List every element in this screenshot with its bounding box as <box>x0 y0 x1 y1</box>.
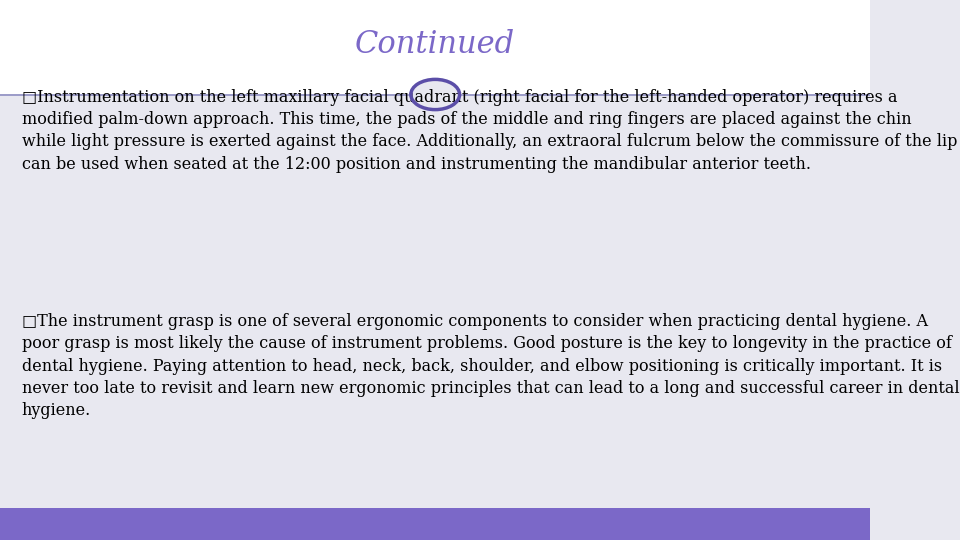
FancyBboxPatch shape <box>0 508 871 540</box>
FancyBboxPatch shape <box>0 94 871 508</box>
Text: □The instrument grasp is one of several ergonomic components to consider when pr: □The instrument grasp is one of several … <box>22 313 959 419</box>
Circle shape <box>412 80 459 109</box>
FancyBboxPatch shape <box>0 0 871 94</box>
Text: □Instrumentation on the left maxillary facial quadrant (right facial for the lef: □Instrumentation on the left maxillary f… <box>22 89 957 173</box>
Text: Continued: Continued <box>355 29 516 60</box>
